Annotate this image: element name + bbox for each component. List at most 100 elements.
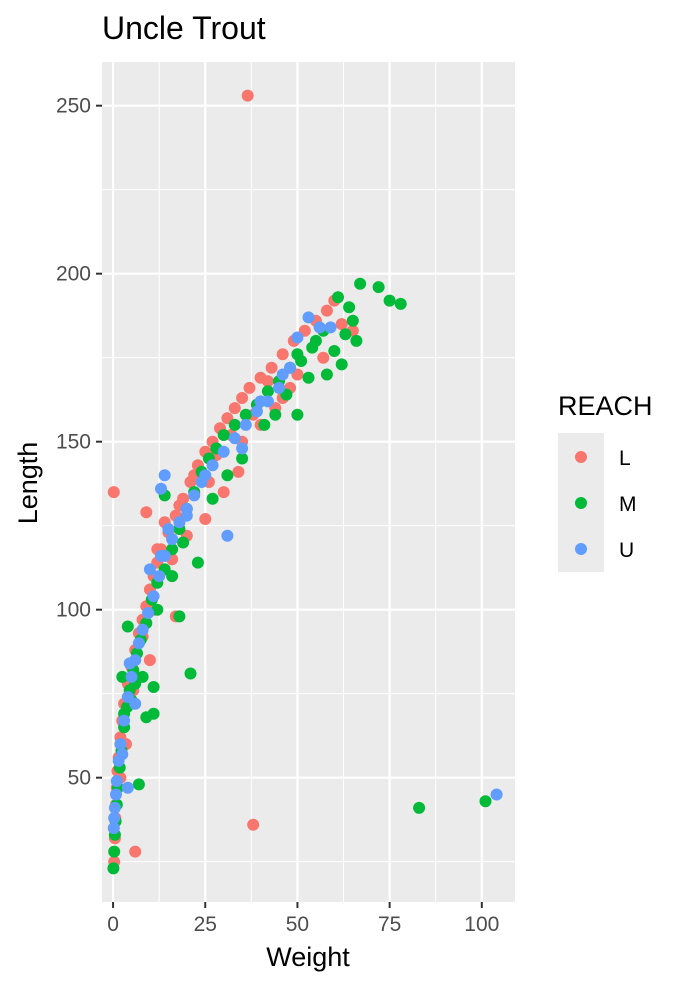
point-m — [291, 408, 304, 421]
plot-panel — [102, 62, 515, 902]
point-m — [217, 429, 230, 441]
point-m — [107, 862, 120, 875]
x-tick-label: 100 — [464, 913, 499, 936]
x-tick-label: 0 — [107, 913, 119, 936]
point-l — [143, 654, 156, 667]
point-u — [108, 812, 121, 824]
point-m — [335, 358, 348, 371]
x-tick-label: 50 — [286, 913, 309, 936]
point-m — [116, 670, 129, 683]
point-u — [143, 563, 156, 576]
point-u — [276, 368, 289, 381]
point-m — [184, 667, 197, 680]
point-l — [320, 304, 333, 317]
point-u — [129, 697, 142, 710]
x-tick-label: 75 — [378, 913, 401, 936]
point-u — [110, 788, 122, 801]
point-l — [335, 318, 348, 331]
point-u — [291, 331, 304, 344]
x-axis-title: Weight — [266, 942, 350, 972]
panel-background — [102, 62, 515, 902]
point-l — [276, 348, 289, 361]
point-u — [142, 607, 155, 619]
point-l — [232, 465, 245, 478]
point-l — [129, 845, 142, 858]
point-m — [261, 385, 274, 398]
x-axis-ticks: 0 25 50 75 100 — [107, 902, 499, 936]
point-l — [261, 375, 274, 388]
point-u — [155, 549, 167, 562]
point-l — [265, 361, 278, 374]
point-u — [490, 788, 503, 801]
point-u — [125, 670, 138, 683]
point-u — [107, 822, 120, 835]
legend-key-l — [575, 451, 587, 463]
point-m — [302, 371, 315, 384]
legend-label-l: L — [619, 447, 631, 470]
legend-label-m: M — [619, 493, 637, 516]
point-l — [140, 506, 153, 519]
point-u — [217, 445, 230, 458]
point-u — [162, 523, 175, 535]
point-l — [228, 402, 241, 415]
point-m — [413, 801, 426, 814]
x-tick-label: 25 — [194, 913, 217, 936]
point-m — [147, 681, 160, 693]
point-m — [394, 297, 407, 310]
y-tick-label: 200 — [56, 263, 91, 286]
point-u — [199, 469, 212, 482]
point-u — [136, 623, 149, 636]
point-l — [217, 486, 230, 499]
point-m — [354, 277, 367, 290]
point-u — [324, 321, 337, 334]
point-m — [350, 334, 363, 347]
point-l — [243, 381, 256, 394]
y-axis-ticks: 50 100 150 200 250 — [56, 95, 102, 790]
y-tick-label: 250 — [56, 95, 91, 118]
point-m — [177, 536, 190, 549]
point-u — [166, 533, 179, 546]
point-u — [158, 469, 171, 482]
point-u — [132, 637, 145, 650]
point-m — [239, 408, 252, 421]
point-m — [206, 492, 219, 505]
point-u — [313, 321, 326, 334]
legend-key-u — [575, 543, 587, 555]
point-l — [107, 486, 120, 499]
point-m — [343, 301, 356, 314]
point-u — [114, 738, 127, 751]
point-u — [239, 418, 252, 431]
point-u — [147, 590, 160, 603]
point-u — [206, 459, 219, 472]
y-tick-label: 150 — [56, 431, 91, 454]
point-u — [188, 489, 201, 502]
point-m — [228, 418, 241, 431]
point-l — [199, 513, 212, 525]
point-u — [221, 529, 234, 542]
point-m — [236, 452, 249, 465]
point-m — [328, 345, 341, 357]
point-m — [166, 570, 179, 583]
point-l — [236, 392, 249, 404]
point-m — [269, 408, 282, 421]
point-u — [108, 801, 121, 814]
point-m — [479, 795, 492, 808]
point-u — [153, 570, 166, 583]
y-tick-label: 100 — [56, 599, 91, 622]
point-m — [108, 845, 121, 858]
point-m — [306, 341, 319, 354]
point-m — [295, 355, 308, 367]
point-m — [191, 556, 204, 569]
y-axis-title: Length — [13, 442, 43, 525]
point-m — [221, 469, 234, 482]
point-u — [116, 748, 129, 761]
legend-key-m — [575, 497, 587, 509]
point-u — [155, 482, 167, 495]
point-u — [254, 395, 267, 408]
point-l — [247, 818, 260, 831]
point-m — [121, 620, 134, 633]
point-u — [110, 775, 123, 787]
point-u — [180, 509, 193, 522]
point-m — [383, 294, 396, 307]
